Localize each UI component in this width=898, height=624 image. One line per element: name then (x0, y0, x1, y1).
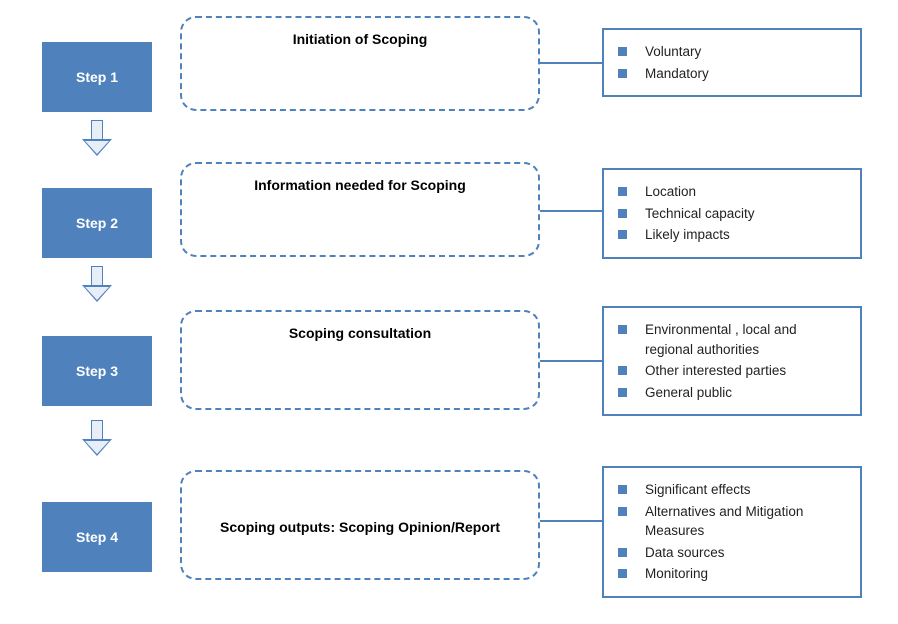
detail-text: Significant effects (645, 480, 751, 500)
step-title: Initiation of Scoping (293, 30, 428, 49)
step-label: Step 1 (76, 69, 118, 85)
detail-text: Voluntary (645, 42, 701, 62)
detail-item: Technical capacity (618, 204, 846, 224)
detail-text: Location (645, 182, 696, 202)
detail-box-1: VoluntaryMandatory (602, 28, 862, 97)
step-title: Scoping consultation (289, 324, 431, 343)
square-bullet-icon (618, 209, 627, 218)
detail-item: Environmental , local and regional autho… (618, 320, 846, 359)
step-label: Step 2 (76, 215, 118, 231)
square-bullet-icon (618, 548, 627, 557)
detail-item: Voluntary (618, 42, 846, 62)
step-block-1: Step 1 (42, 42, 152, 112)
detail-text: Monitoring (645, 564, 708, 584)
step-block-3: Step 3 (42, 336, 152, 406)
detail-item: Significant effects (618, 480, 846, 500)
detail-list: VoluntaryMandatory (618, 42, 846, 83)
detail-text: Other interested parties (645, 361, 786, 381)
connector-line-2 (540, 210, 602, 212)
detail-list: LocationTechnical capacityLikely impacts (618, 182, 846, 245)
detail-box-2: LocationTechnical capacityLikely impacts (602, 168, 862, 259)
detail-list: Environmental , local and regional autho… (618, 320, 846, 402)
detail-item: Monitoring (618, 564, 846, 584)
flowchart-canvas: Step 1 Initiation of Scoping VoluntaryMand… (0, 0, 898, 624)
detail-item: Likely impacts (618, 225, 846, 245)
step-block-4: Step 4 (42, 502, 152, 572)
detail-text: Data sources (645, 543, 725, 563)
detail-item: Location (618, 182, 846, 202)
square-bullet-icon (618, 187, 627, 196)
square-bullet-icon (618, 485, 627, 494)
connector-line-3 (540, 360, 602, 362)
step-label: Step 4 (76, 529, 118, 545)
detail-text: Likely impacts (645, 225, 730, 245)
arrow-down-icon (82, 120, 112, 158)
square-bullet-icon (618, 388, 627, 397)
detail-item: Alternatives and Mitigation Measures (618, 502, 846, 541)
arrow-down-icon (82, 420, 112, 458)
square-bullet-icon (618, 69, 627, 78)
step-title: Information needed for Scoping (254, 176, 466, 195)
detail-item: Mandatory (618, 64, 846, 84)
detail-item: Data sources (618, 543, 846, 563)
step-title-box-1: Initiation of Scoping (180, 16, 540, 111)
arrow-down-icon (82, 266, 112, 304)
step-title: Scoping outputs: Scoping Opinion/Report (220, 518, 500, 537)
square-bullet-icon (618, 230, 627, 239)
detail-text: General public (645, 383, 732, 403)
step-title-box-4: Scoping outputs: Scoping Opinion/Report (180, 470, 540, 580)
square-bullet-icon (618, 325, 627, 334)
connector-line-4 (540, 520, 602, 522)
detail-box-4: Significant effectsAlternatives and Miti… (602, 466, 862, 598)
square-bullet-icon (618, 366, 627, 375)
detail-text: Technical capacity (645, 204, 755, 224)
step-block-2: Step 2 (42, 188, 152, 258)
square-bullet-icon (618, 507, 627, 516)
connector-line-1 (540, 62, 602, 64)
square-bullet-icon (618, 47, 627, 56)
step-label: Step 3 (76, 363, 118, 379)
detail-text: Alternatives and Mitigation Measures (645, 502, 846, 541)
detail-box-3: Environmental , local and regional autho… (602, 306, 862, 416)
step-title-box-2: Information needed for Scoping (180, 162, 540, 257)
square-bullet-icon (618, 569, 627, 578)
detail-text: Mandatory (645, 64, 709, 84)
detail-text: Environmental , local and regional autho… (645, 320, 846, 359)
detail-item: Other interested parties (618, 361, 846, 381)
detail-item: General public (618, 383, 846, 403)
detail-list: Significant effectsAlternatives and Miti… (618, 480, 846, 584)
step-title-box-3: Scoping consultation (180, 310, 540, 410)
